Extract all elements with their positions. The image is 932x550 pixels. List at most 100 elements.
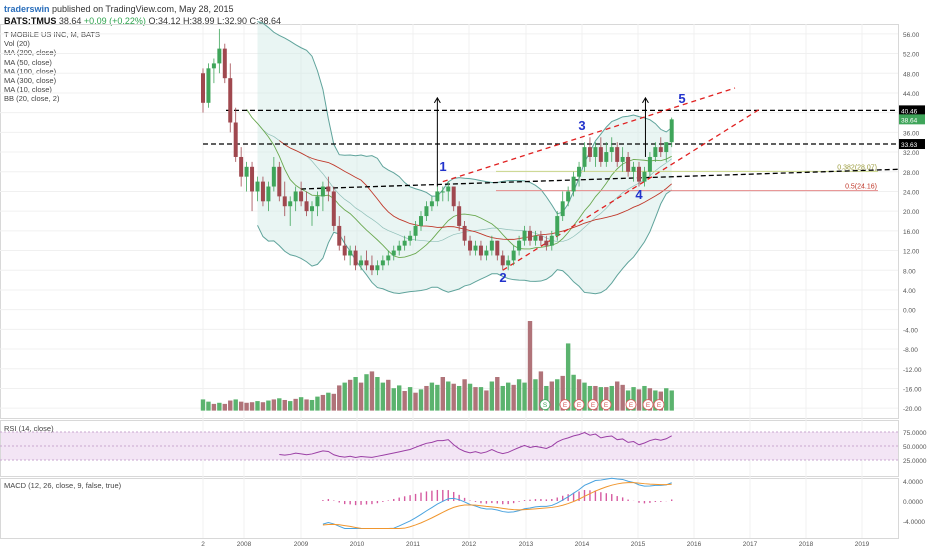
volume-bar — [664, 388, 669, 411]
volume-bar — [326, 392, 331, 411]
volume-bar — [653, 390, 658, 411]
candle-body — [626, 156, 631, 172]
volume-bar — [456, 385, 462, 411]
volume-bar — [576, 379, 582, 411]
candle-body — [222, 48, 227, 79]
candle-body — [331, 191, 336, 226]
candle-body — [506, 260, 511, 266]
candle-body — [337, 225, 342, 246]
indicator-legend: T MOBILE US INC, M, BATS Vol (20) MA (20… — [4, 30, 100, 104]
rsi-tick-label: 75.0000 — [903, 430, 927, 437]
volume-bar — [407, 387, 413, 411]
price-tick-label: 52.00 — [903, 52, 920, 59]
volume-bar — [609, 385, 614, 411]
price-tick-label: -20.00 — [903, 406, 922, 413]
volume-bar — [429, 382, 435, 411]
candle-body — [511, 250, 516, 261]
wave-label: 3 — [578, 118, 585, 133]
volume-bar — [358, 382, 364, 411]
volume-bar — [228, 400, 233, 411]
price-tick-label: -16.00 — [903, 386, 922, 393]
candle-body — [271, 166, 276, 187]
ohlc-values: O:34.12 H:38.99 L:32.90 C:38.64 — [148, 16, 282, 26]
indicator-bb[interactable]: BB (20, close, 2) — [4, 94, 60, 104]
volume-bar — [418, 389, 424, 411]
candle-body — [369, 265, 374, 271]
volume-bar — [206, 401, 211, 411]
volume-bar — [315, 396, 320, 411]
volume-bar — [631, 387, 636, 411]
candle-body — [277, 166, 282, 197]
indicator-vol[interactable]: Vol (20) — [4, 39, 30, 49]
volume-bar — [391, 388, 396, 411]
volume-bar — [555, 379, 560, 411]
candle-body — [260, 181, 265, 202]
price-tick-label: 0.00 — [903, 308, 916, 315]
wave-label: 4 — [635, 187, 643, 202]
macd-label[interactable]: MACD (12, 26, close, 9, false, true) — [4, 481, 122, 490]
candle-body — [211, 63, 216, 69]
price-tick-label: 48.00 — [903, 71, 920, 78]
candle-body — [566, 191, 571, 202]
earnings-marker-label: E — [591, 402, 596, 409]
candle-body — [228, 78, 233, 123]
volume-bar — [489, 381, 495, 411]
symbol-label[interactable]: BATS:TMUS — [4, 16, 57, 26]
volume-bar — [271, 399, 277, 411]
ma50-line — [279, 140, 672, 240]
indicator-ma200[interactable]: MA (200, close) — [4, 48, 57, 58]
rsi-line — [279, 431, 672, 458]
rsi-panel-frame — [0, 420, 899, 477]
rsi-label[interactable]: RSI (14, close) — [4, 424, 54, 433]
price-axis-box — [899, 139, 925, 150]
volume-bar — [309, 399, 315, 411]
indicator-title[interactable]: T MOBILE US INC, M, BATS — [4, 30, 100, 39]
macd-panel-frame — [0, 478, 899, 539]
candle-body — [631, 166, 636, 172]
change-value: +0.09 (+0.22%) — [83, 16, 146, 26]
candle-body — [440, 191, 445, 193]
price-tick-label: -12.00 — [903, 367, 922, 374]
candle-body — [326, 186, 331, 192]
indicator-ma50[interactable]: MA (50, close) — [4, 57, 52, 67]
volume-bar — [211, 403, 217, 411]
indicator-ma100[interactable]: MA (100, close) — [4, 66, 57, 76]
volume-bar — [353, 377, 358, 411]
candle-body — [489, 240, 494, 251]
earnings-marker-label: E — [604, 402, 609, 409]
candle-body — [484, 250, 489, 256]
volume-bar — [369, 371, 375, 411]
volume-bar — [495, 377, 500, 411]
price-panel-frame — [0, 24, 899, 419]
earnings-marker-label: E — [563, 402, 568, 409]
bollinger-lower-line — [257, 189, 672, 295]
volume-bar — [440, 377, 445, 411]
volume-bar — [544, 385, 549, 411]
volume-bar — [375, 377, 380, 411]
candle-body — [282, 196, 287, 207]
price-tick-label: 20.00 — [903, 209, 920, 216]
volume-bar — [298, 397, 304, 411]
candle-body — [620, 156, 625, 162]
price-tick-label: -4.00 — [903, 327, 918, 334]
earnings-marker-label: E — [629, 402, 634, 409]
indicator-ma300[interactable]: MA (300, close) — [4, 76, 57, 86]
volume-bar — [364, 374, 369, 411]
earnings-marker-label: S — [543, 402, 548, 409]
candle-body — [664, 142, 669, 153]
x-tick-label: 2018 — [799, 541, 814, 548]
earnings-marker — [625, 399, 637, 411]
candle-body — [468, 240, 473, 251]
x-tick-label: 2014 — [575, 541, 590, 548]
earnings-marker — [573, 399, 585, 411]
candle-body — [457, 206, 462, 226]
published-text: published on TradingView.com, May 28, 20… — [52, 4, 234, 14]
indicator-ma10[interactable]: MA (10, close) — [4, 85, 52, 95]
author-name[interactable]: traderswin — [4, 4, 50, 14]
candle-body — [555, 216, 560, 236]
candle-body — [424, 206, 429, 217]
candle-body — [538, 235, 543, 241]
candle-body — [419, 216, 423, 226]
rsi-tick-label: 25.0000 — [903, 458, 927, 465]
